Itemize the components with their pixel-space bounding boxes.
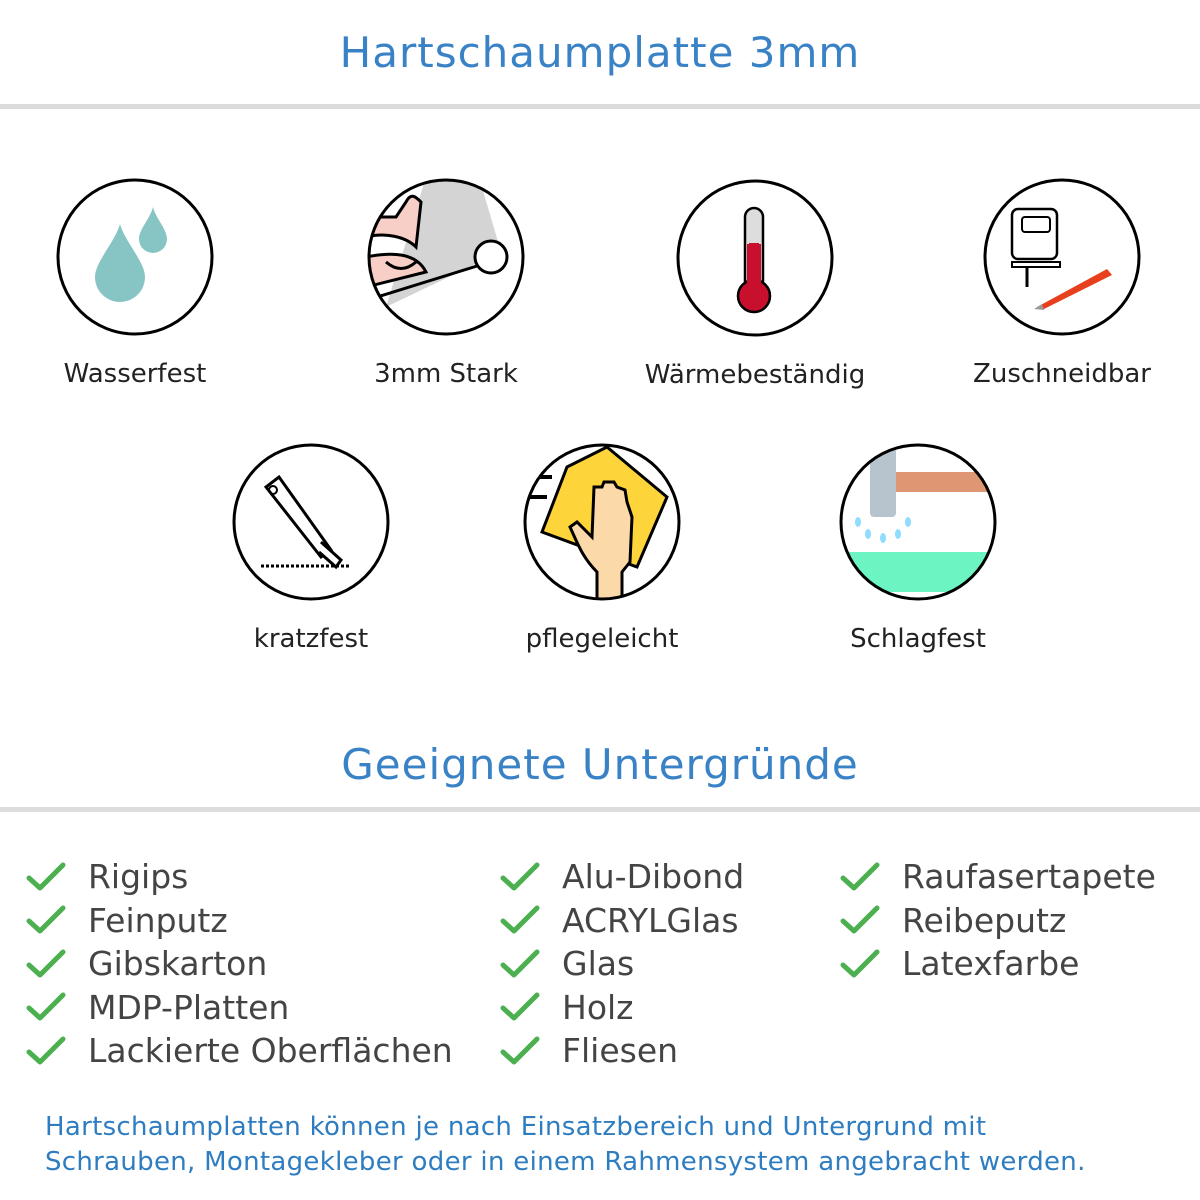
surface-label: Reibeputz [902,900,1067,940]
check-icon [26,862,66,891]
cleaning-hand-icon [523,443,681,601]
water-drops-icon [56,178,214,336]
surface-item: Feinputz [26,899,453,943]
feature-3mm-stark: 3mm Stark [296,177,596,389]
surface-label: Lackierte Oberflächen [88,1031,453,1071]
surface-label: ACRYLGlas [562,900,739,940]
check-icon [26,1036,66,1065]
feature-label: Schlagfest [850,624,986,654]
check-icon [500,905,540,934]
surface-label: Fliesen [562,1031,679,1071]
surface-label: Raufasertapete [902,857,1156,897]
check-icon [500,949,540,978]
surface-item: Glas [500,942,744,986]
check-icon [26,949,66,978]
feature-label: 3mm Stark [374,359,518,389]
feature-label: Wasserfest [63,359,207,389]
footer-note: Hartschaumplatten können je nach Einsatz… [45,1110,1185,1180]
feature-label: Wärmebeständig [644,360,866,390]
hammer-icon [839,443,997,601]
feature-label: pflegeleicht [525,624,679,654]
surface-label: Latexfarbe [902,944,1080,984]
surface-item: Holz [500,986,744,1030]
surface-item: Alu-Dibond [500,855,744,899]
surface-label: Gibskarton [88,944,268,984]
feature-label: kratzfest [253,624,369,654]
feature-wasserfest: Wasserfest [0,177,285,389]
surface-label: MDP-Platten [88,987,290,1027]
section-title: Geeignete Untergründe [341,740,859,789]
jigsaw-cutter-icon [983,178,1141,336]
check-icon [840,862,880,891]
check-icon [840,905,880,934]
feature-zuschneidbar: Zuschneidbar [912,177,1200,389]
surface-list-column-1: Rigips Feinputz Gibskarton MDP-Platten Lacki… [26,855,453,1073]
feature-schlagfest: Schlagfest [768,442,1068,654]
page-title: Hartschaumplatte 3mm [339,28,861,77]
surface-item: ACRYLGlas [500,899,744,943]
check-icon [500,992,540,1021]
thermometer-icon [676,179,834,337]
divider [0,104,1200,109]
feature-waermebestaendig: Wärmebeständig [605,178,905,390]
surface-item: Fliesen [500,1029,744,1073]
surface-item: Gibskarton [26,942,453,986]
feature-kratzfest: kratzfest [161,442,461,654]
check-icon [26,992,66,1021]
surface-label: Feinputz [88,900,228,940]
surface-list-column-3: Raufasertapete Reibeputz Latexfarbe [840,855,1156,986]
surface-label: Rigips [88,857,189,897]
surface-item: Reibeputz [840,899,1156,943]
check-icon [500,1036,540,1065]
surface-item: Lackierte Oberflächen [26,1029,453,1073]
footer-line-1: Hartschaumplatten können je nach Einsatz… [45,1112,987,1142]
footer-line-2: Schrauben, Montagekleber oder in einem R… [45,1147,1086,1177]
surface-item: MDP-Platten [26,986,453,1030]
check-icon [500,862,540,891]
surface-list-column-2: Alu-Dibond ACRYLGlas Glas Holz Fliesen [500,855,744,1073]
surface-label: Holz [562,987,634,1027]
feature-label: Zuschneidbar [973,359,1151,389]
check-icon [26,905,66,934]
surface-item: Latexfarbe [840,942,1156,986]
strong-arm-icon [367,178,525,336]
surface-item: Raufasertapete [840,855,1156,899]
surface-label: Alu-Dibond [562,857,745,897]
surface-label: Glas [562,944,635,984]
surface-item: Rigips [26,855,453,899]
cutter-knife-icon [232,443,390,601]
feature-pflegeleicht: pflegeleicht [452,442,752,654]
check-icon [840,949,880,978]
divider [0,807,1200,812]
